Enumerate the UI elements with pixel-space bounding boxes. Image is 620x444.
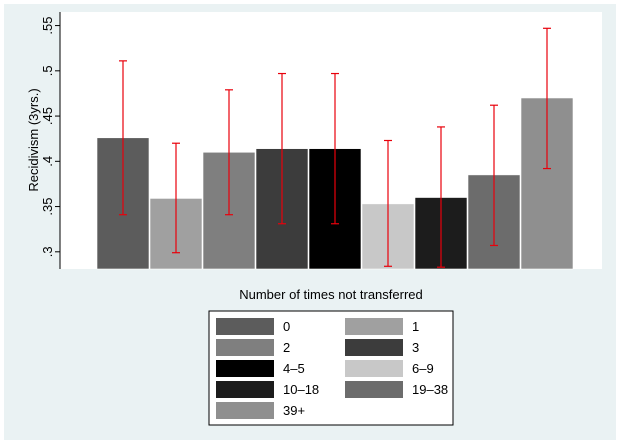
legend-label-39+: 39+ bbox=[283, 403, 305, 418]
y-tick-label: .35 bbox=[40, 198, 55, 216]
legend-swatch-1 bbox=[345, 318, 403, 335]
y-ticks: .3 .35 .4 .45 .5 .55 bbox=[40, 17, 60, 257]
legend-label-3: 3 bbox=[412, 340, 419, 355]
legend: 0 1 2 3 4–5 6–9 10–18 19–38 39+ bbox=[216, 318, 448, 419]
legend-label-2: 2 bbox=[283, 340, 290, 355]
legend-label-0: 0 bbox=[283, 319, 290, 334]
legend-label-1: 1 bbox=[412, 319, 419, 334]
legend-label-6–9: 6–9 bbox=[412, 361, 434, 376]
legend-label-4–5: 4–5 bbox=[283, 361, 305, 376]
legend-swatch-10–18 bbox=[216, 381, 274, 398]
legend-label-19–38: 19–38 bbox=[412, 382, 448, 397]
legend-swatch-3 bbox=[345, 339, 403, 356]
legend-swatch-2 bbox=[216, 339, 274, 356]
y-tick-label: .55 bbox=[40, 17, 55, 35]
legend-swatch-19–38 bbox=[345, 381, 403, 398]
legend-swatch-0 bbox=[216, 318, 274, 335]
y-tick-label: .45 bbox=[40, 107, 55, 125]
y-tick-label: .4 bbox=[40, 156, 55, 167]
y-tick-label: .3 bbox=[40, 246, 55, 257]
x-axis-label: Number of times not transferred bbox=[239, 287, 423, 302]
error-bars-layer bbox=[119, 27, 551, 268]
y-axis-label: Recidivism (3yrs.) bbox=[26, 88, 41, 191]
legend-swatch-4–5 bbox=[216, 360, 274, 377]
legend-swatch-6–9 bbox=[345, 360, 403, 377]
legend-swatch-39+ bbox=[216, 402, 274, 419]
y-tick-label: .5 bbox=[40, 65, 55, 76]
legend-label-10–18: 10–18 bbox=[283, 382, 319, 397]
